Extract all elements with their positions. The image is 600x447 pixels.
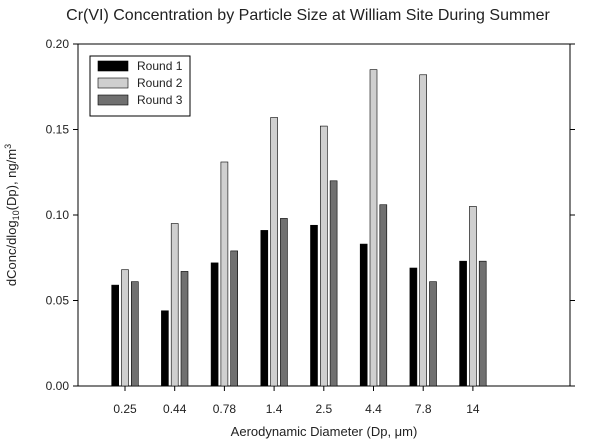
bar-round-3-1.4 (280, 218, 288, 387)
bar-round-1-0.25 (111, 284, 119, 387)
x-tick-label: 1.4 (266, 402, 283, 416)
bars-group (111, 69, 487, 387)
bar-round-2-14 (469, 206, 477, 387)
bar-round-1-14 (459, 260, 467, 387)
bar-round-2-0.78 (220, 161, 229, 387)
legend-label-3: Round 3 (137, 93, 183, 107)
bar-round-1-2.5 (310, 224, 318, 387)
bar-round-3-0.25 (131, 281, 139, 387)
x-tick-label: 0.44 (163, 402, 187, 416)
bar-round-1-0.78 (210, 262, 219, 387)
x-axis: 0.25 0.44 0.78 1.4 2.5 4.4 7.8 14 (113, 386, 480, 416)
bar-round-3-0.78 (230, 250, 238, 387)
bar-round-3-4.4 (379, 204, 388, 387)
legend-swatch-3 (97, 94, 129, 106)
chart-title: Cr(VI) Concentration by Particle Size at… (66, 7, 550, 24)
bar-round-1-7.8 (409, 267, 418, 387)
legend-label-1: Round 1 (137, 59, 183, 73)
legend-label-2: Round 2 (137, 76, 183, 90)
bar-round-3-2.5 (329, 180, 338, 387)
y-tick-label: 0.00 (46, 379, 70, 393)
bar-round-3-7.8 (429, 281, 437, 387)
legend: Round 1 Round 2 Round 3 (89, 55, 191, 117)
bar-round-1-1.4 (260, 230, 269, 387)
y-tick-label: 0.15 (46, 123, 70, 137)
bar-round-2-0.44 (170, 223, 179, 387)
bar-round-2-1.4 (270, 117, 278, 387)
bar-round-3-14 (478, 260, 487, 387)
x-tick-label: 4.4 (365, 402, 382, 416)
bar-round-2-4.4 (369, 69, 378, 387)
x-tick-label: 0.78 (213, 402, 237, 416)
x-tick-label: 0.25 (113, 402, 137, 416)
bar-round-3-0.44 (180, 271, 189, 387)
y-tick-label: 0.05 (46, 294, 70, 308)
x-tick-label: 2.5 (315, 402, 332, 416)
bar-round-1-4.4 (359, 243, 368, 387)
legend-swatch-1 (97, 60, 129, 72)
bar-round-1-0.44 (161, 310, 169, 387)
y-axis-label-prefix: dConc/dlog (4, 220, 19, 286)
x-tick-label: 14 (466, 402, 480, 416)
bar-round-2-2.5 (319, 125, 328, 387)
x-axis-label: Aerodynamic Diameter (Dp, μm) (231, 424, 418, 439)
x-tick-label: 7.8 (415, 402, 432, 416)
legend-swatch-2 (97, 77, 129, 89)
bar-round-2-7.8 (419, 74, 428, 387)
plot-area: 0.00 0.05 0.10 0.15 0.20 0.25 0.44 0.78 1.4 2.5 4… (46, 37, 575, 416)
y-tick-label: 0.10 (46, 208, 70, 222)
y-tick-label: 0.20 (46, 37, 70, 51)
y-axis-label-middle: (Dp), ng/m (4, 149, 19, 210)
y-axis-label: dConc/dlog10(Dp), ng/m3 (3, 144, 21, 286)
bar-round-2-0.25 (121, 269, 129, 387)
y-axis: 0.00 0.05 0.10 0.15 0.20 (46, 37, 575, 393)
y-axis-label-subscript: 10 (11, 210, 21, 220)
y-axis-label-superscript: 3 (3, 144, 13, 149)
